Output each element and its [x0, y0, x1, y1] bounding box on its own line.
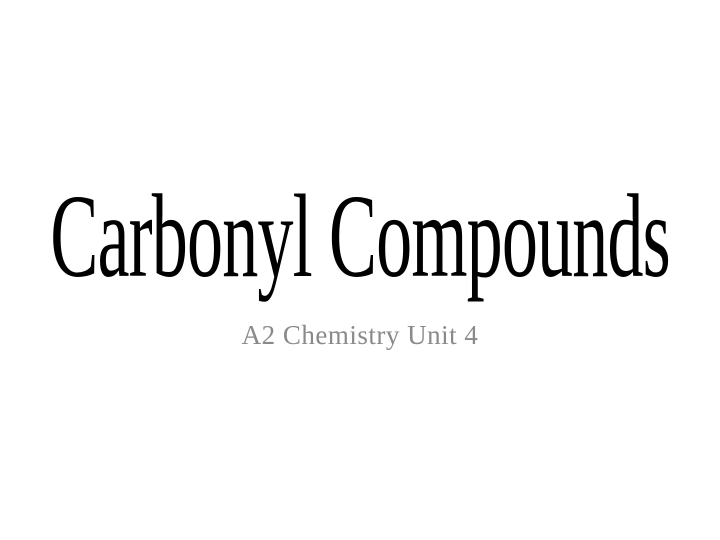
slide-subtitle: A2 Chemistry Unit 4: [242, 320, 479, 351]
slide-title: Carbonyl Compounds: [50, 168, 670, 304]
